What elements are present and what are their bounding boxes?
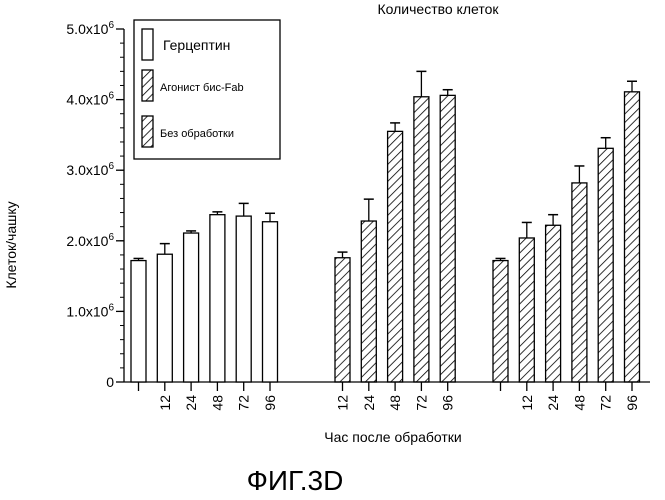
y-tick-label: 4.0x106 (66, 91, 114, 108)
bar (572, 183, 587, 382)
bar (625, 92, 640, 382)
figure-caption: ФИГ.3D (247, 465, 344, 496)
bar (519, 238, 534, 382)
x-tick-label: 24 (183, 395, 199, 411)
x-tick-label: 12 (519, 395, 535, 411)
bar (598, 148, 613, 382)
bar (335, 258, 350, 382)
bar (388, 131, 403, 382)
x-tick-label: 48 (209, 395, 225, 411)
bar (493, 261, 508, 382)
x-tick-label: 72 (413, 395, 429, 411)
bar (236, 216, 251, 382)
y-tick-label: 0 (106, 374, 114, 390)
x-tick-label: 48 (387, 395, 403, 411)
bar (440, 95, 455, 382)
y-axis: 0 1.0x106 2.0x106 3.0x106 4.0x106 5.0x106 (66, 20, 124, 390)
y-tick-label: 3.0x106 (66, 161, 114, 178)
legend-label-untreated: Без обработки (160, 128, 234, 140)
x-tick-label: 48 (571, 395, 587, 411)
x-tick-label: 72 (598, 395, 614, 411)
x-tick-label: 24 (361, 395, 377, 411)
bar (361, 221, 376, 382)
chart-title: Количество клеток (377, 1, 499, 17)
x-axis: 12 24 48 72 96 12 24 48 72 96 12 24 48 72 96 (124, 382, 650, 411)
bar (546, 225, 561, 382)
bar (184, 233, 199, 382)
legend-swatch-agonist (142, 70, 153, 101)
legend-label-herceptin: Герцептин (163, 37, 230, 53)
y-tick-label: 2.0x106 (66, 232, 114, 249)
legend-label-agonist: Агонист бис-Fab (160, 82, 244, 94)
x-tick-label: 24 (545, 395, 561, 411)
x-tick-label: 12 (157, 395, 173, 411)
x-tick-label: 96 (440, 395, 456, 411)
bar (263, 222, 278, 382)
legend-swatch-herceptin (142, 29, 153, 60)
x-tick-label: 72 (236, 395, 252, 411)
bar (131, 261, 146, 382)
bar (157, 254, 172, 382)
x-axis-label: Час после обработки (324, 429, 461, 445)
y-axis-label: Клеток/чашку (3, 201, 19, 288)
x-tick-label: 12 (335, 395, 351, 411)
legend: Герцептин Агонист бис-Fab Без обработки (134, 20, 280, 159)
bar (210, 215, 225, 382)
legend-swatch-untreated (142, 116, 153, 147)
y-tick-label: 1.0x106 (66, 302, 114, 319)
y-tick-label: 5.0x106 (66, 20, 114, 37)
x-tick-label: 96 (624, 395, 640, 411)
bar (414, 97, 429, 382)
x-tick-label: 96 (262, 395, 278, 411)
